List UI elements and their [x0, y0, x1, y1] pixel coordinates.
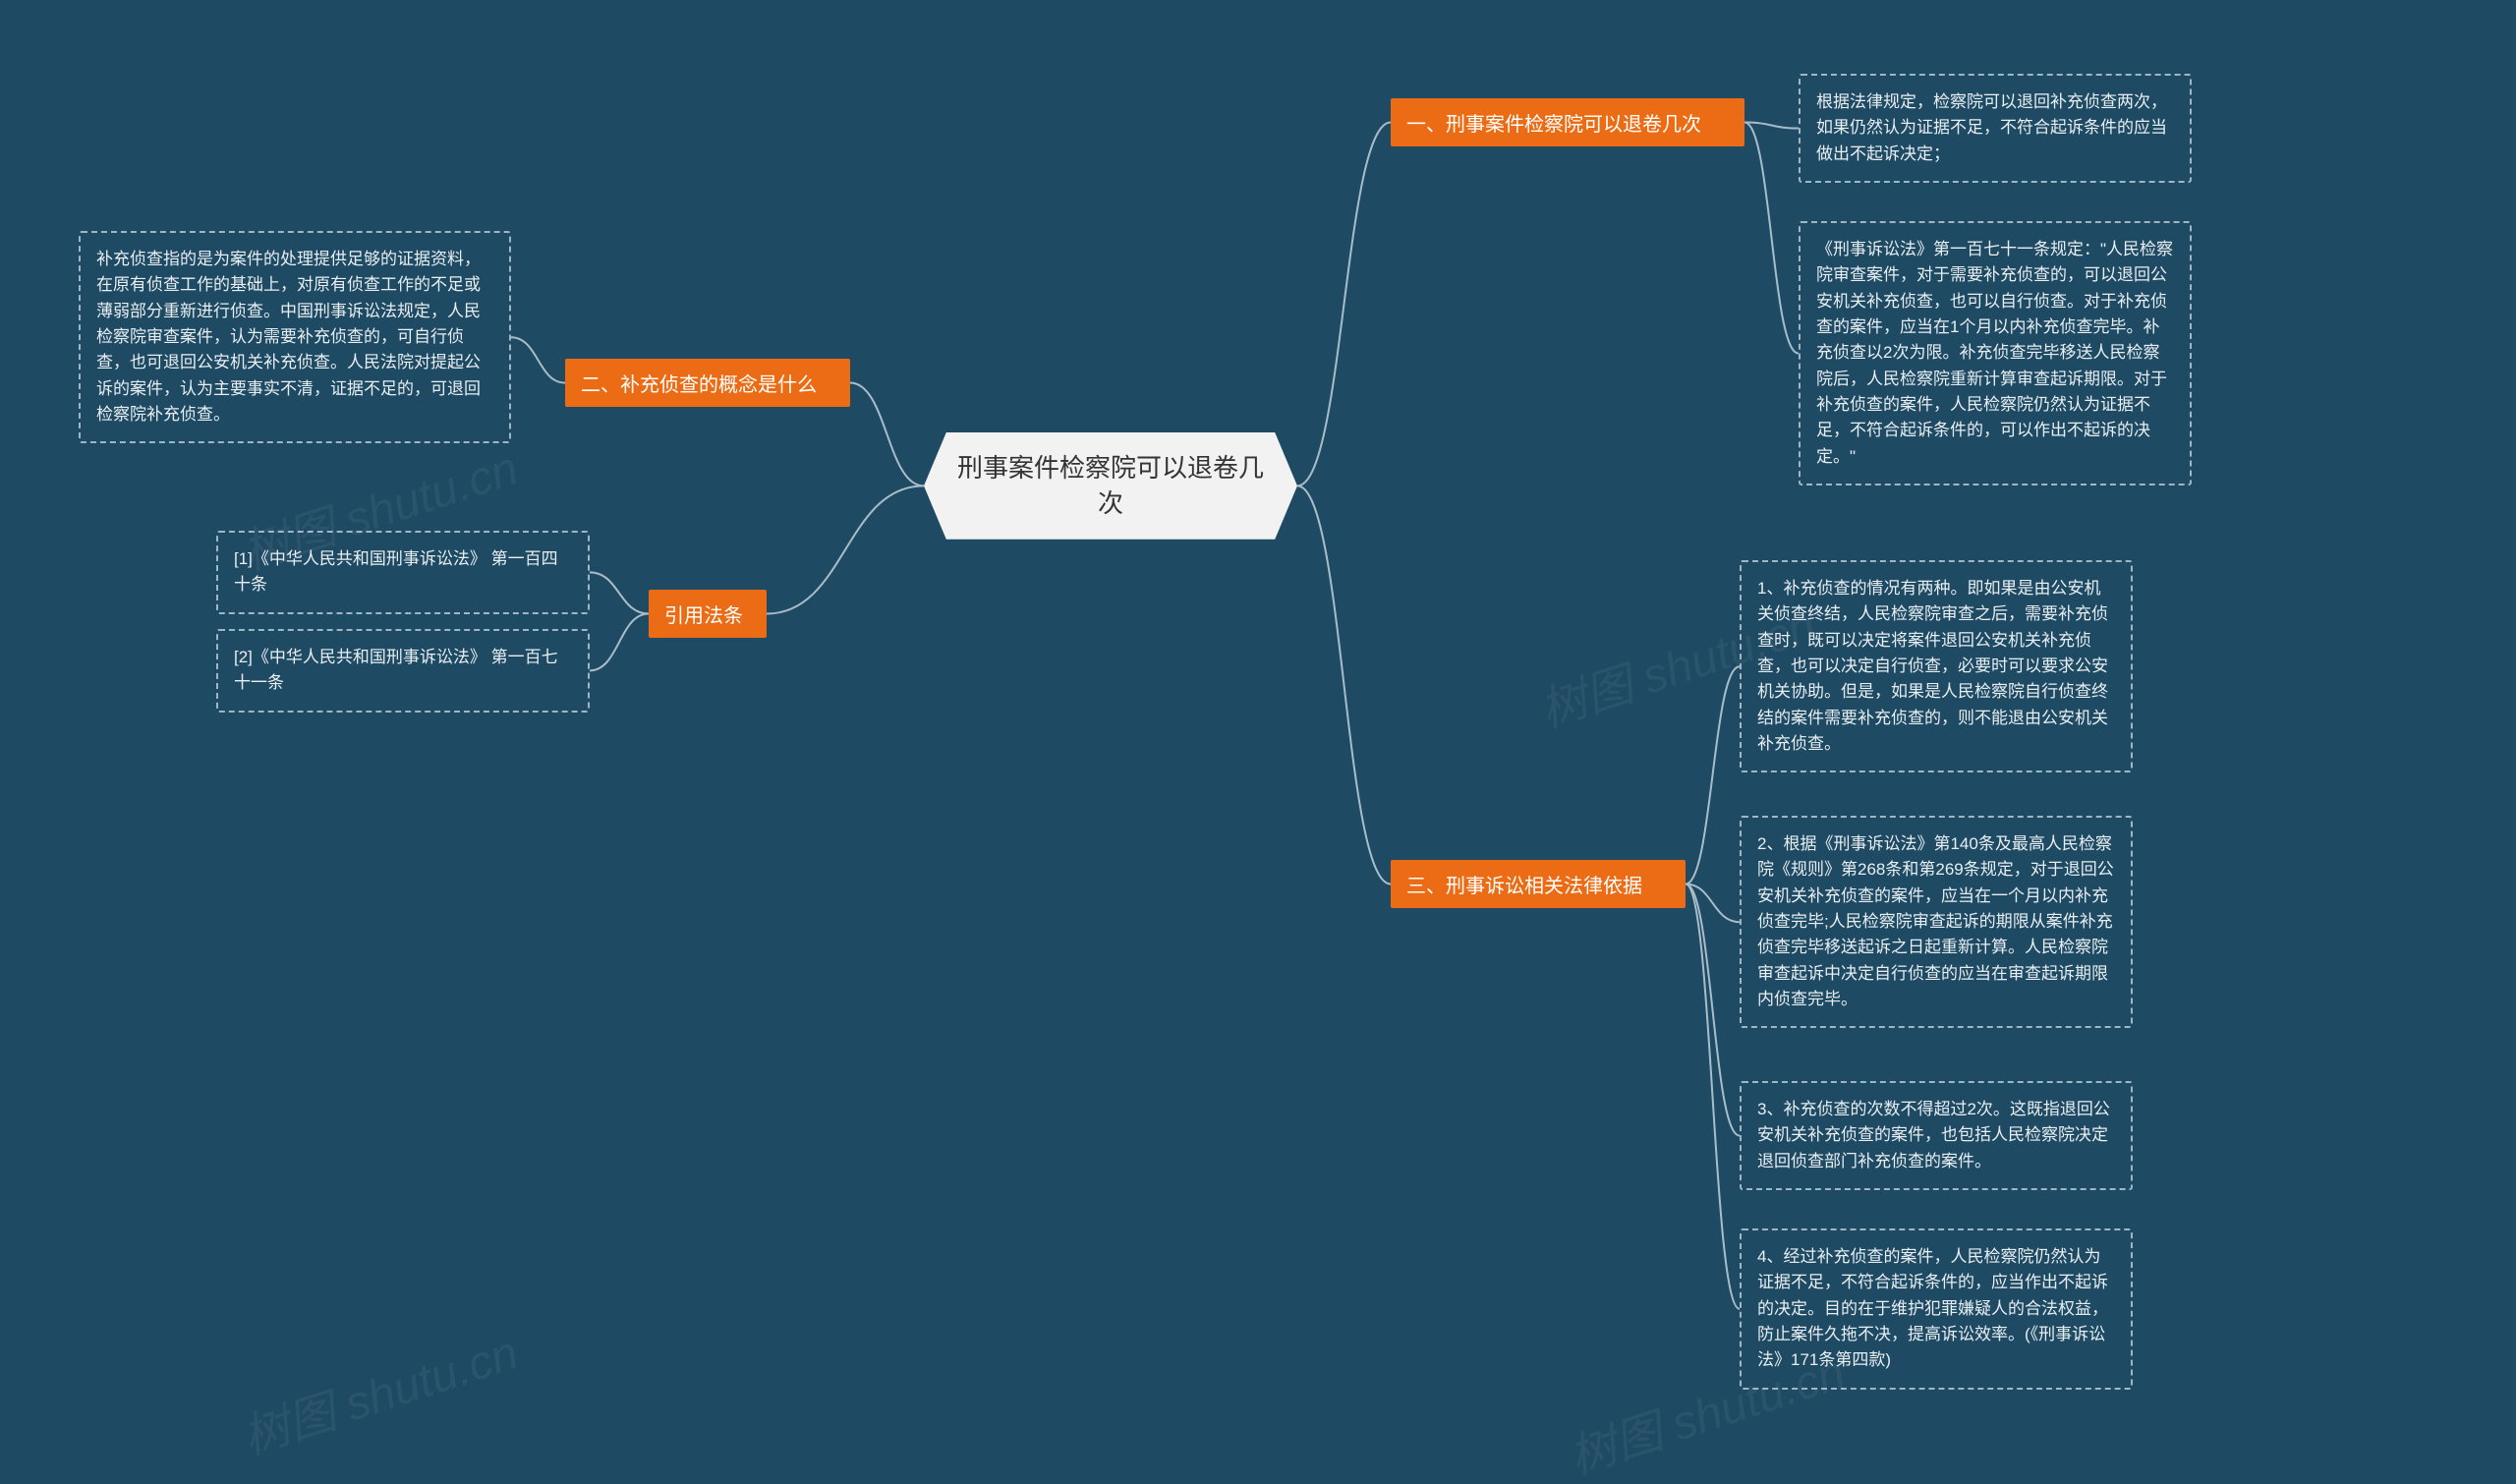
leaf-refl2: [2]《中华人民共和国刑事诉讼法》 第一百七十一条 — [216, 629, 590, 713]
branch-b2: 二、补充侦查的概念是什么 — [565, 359, 850, 407]
leaf-b3l1: 1、补充侦查的情况有两种。即如果是由公安机关侦查终结，人民检察院审查之后，需要补… — [1740, 560, 2133, 772]
leaf-b3l4: 4、经过补充侦查的案件，人民检察院仍然认为证据不足，不符合起诉条件的，应当作出不… — [1740, 1228, 2133, 1390]
watermark: 树图 shutu.cn — [232, 1314, 525, 1467]
branch-b3: 三、刑事诉讼相关法律依据 — [1391, 860, 1686, 908]
leaf-refl1: [1]《中华人民共和国刑事诉讼法》 第一百四十条 — [216, 531, 590, 614]
leaf-b3l3: 3、补充侦查的次数不得超过2次。这既指退回公安机关补充侦查的案件，也包括人民检察… — [1740, 1081, 2133, 1190]
center-topic-node: 刑事案件检察院可以退卷几次 — [924, 432, 1297, 540]
leaf-b3l2: 2、根据《刑事诉讼法》第140条及最高人民检察院《规则》第268条和第269条规… — [1740, 816, 2133, 1028]
leaf-b1l2: 《刑事诉讼法》第一百七十一条规定："人民检察院审查案件，对于需要补充侦查的，可以… — [1799, 221, 2192, 485]
branch-b1: 一、刑事案件检察院可以退卷几次 — [1391, 98, 1744, 146]
leaf-b1l1: 根据法律规定，检察院可以退回补充侦查两次，如果仍然认为证据不足，不符合起诉条件的… — [1799, 74, 2192, 183]
leaf-b2l1: 补充侦查指的是为案件的处理提供足够的证据资料，在原有侦查工作的基础上，对原有侦查… — [79, 231, 511, 443]
branch-b_ref: 引用法条 — [649, 590, 767, 638]
